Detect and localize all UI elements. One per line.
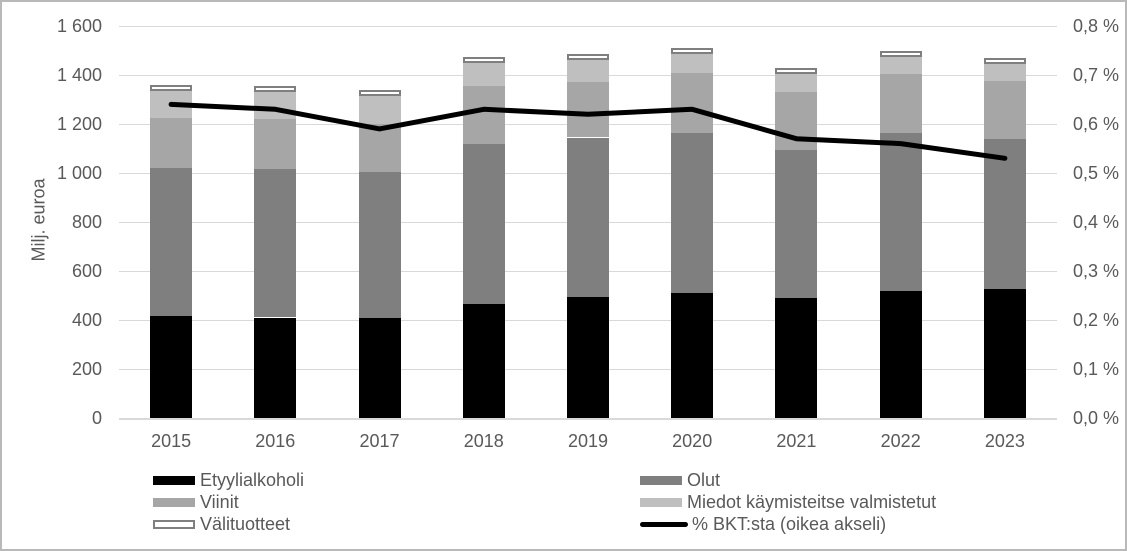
bar-segment-2017-v-lituotteet bbox=[358, 89, 401, 96]
bar-segment-2019-v-lituotteet bbox=[567, 54, 609, 61]
left-axis-tick: 600 bbox=[71, 261, 102, 281]
bar-segment-2022-viinit bbox=[879, 73, 922, 133]
gridline bbox=[119, 26, 1057, 27]
bar-segment-2018-viinit bbox=[462, 86, 505, 144]
bar-segment-2019-viinit bbox=[567, 82, 609, 138]
bar-segment-2016-olut bbox=[254, 169, 297, 318]
bar-segment-2017-miedot-k-ymisteitse-valmistetut bbox=[358, 95, 401, 124]
x-axis-label-2019: 2019 bbox=[567, 431, 608, 451]
right-axis-tick: 0,7 % bbox=[1073, 65, 1120, 85]
bar-segment-2018-miedot-k-ymisteitse-valmistetut bbox=[462, 62, 505, 87]
legend-label: % BKT:sta (oikea akseli) bbox=[692, 514, 887, 534]
left-axis-tick: 1 000 bbox=[56, 163, 102, 183]
left-axis-tick: 800 bbox=[71, 212, 102, 232]
bar-segment-2015-viinit bbox=[150, 117, 193, 169]
x-axis-label-2018: 2018 bbox=[463, 431, 504, 451]
bar-segment-2023-olut bbox=[983, 138, 1026, 290]
bar-segment-2021-v-lituotteet bbox=[775, 67, 818, 74]
bar-segment-2019-olut bbox=[567, 137, 609, 297]
legend-label: Olut bbox=[687, 470, 721, 490]
bar-segment-2017-olut bbox=[358, 171, 401, 318]
bar-segment-2020-etyylialkoholi bbox=[671, 293, 714, 418]
bar-segment-2016-miedot-k-ymisteitse-valmistetut bbox=[254, 92, 297, 120]
bar-segment-2022-olut bbox=[879, 132, 922, 291]
legend-swatch-miedot-k-ymisteitse-valmistetut bbox=[640, 498, 682, 507]
bar-segment-2019-miedot-k-ymisteitse-valmistetut bbox=[567, 60, 609, 83]
legend-label: Välituotteet bbox=[200, 514, 291, 534]
legend-swatch-etyylialkoholi bbox=[153, 476, 195, 485]
bar-segment-2021-miedot-k-ymisteitse-valmistetut bbox=[775, 73, 818, 93]
left-axis-tick: 400 bbox=[71, 310, 102, 330]
bar-segment-2015-olut bbox=[150, 168, 193, 317]
right-axis-tick: 0,3 % bbox=[1073, 261, 1120, 281]
bar-segment-2015-miedot-k-ymisteitse-valmistetut bbox=[150, 90, 193, 118]
bar-segment-2023-viinit bbox=[983, 81, 1026, 139]
bar-segment-2016-v-lituotteet bbox=[254, 86, 297, 93]
bar-segment-2023-v-lituotteet bbox=[983, 58, 1026, 64]
right-axis-tick: 0,2 % bbox=[1073, 310, 1120, 330]
right-axis-tick: 0,4 % bbox=[1073, 212, 1120, 232]
legend-swatch-olut bbox=[640, 476, 682, 485]
right-axis-tick: 0,1 % bbox=[1073, 359, 1120, 379]
x-axis-label-2023: 2023 bbox=[984, 431, 1025, 451]
right-axis-tick: 0,0 % bbox=[1073, 408, 1120, 428]
bar-segment-2023-etyylialkoholi bbox=[983, 289, 1026, 418]
bar-segment-2018-v-lituotteet bbox=[462, 56, 505, 63]
x-axis-label-2022: 2022 bbox=[880, 431, 921, 451]
bar-segment-2023-miedot-k-ymisteitse-valmistetut bbox=[983, 64, 1026, 82]
bar-segment-2021-viinit bbox=[775, 92, 818, 150]
legend-label: Viinit bbox=[200, 492, 239, 512]
legend-label: Miedot käymisteitse valmistetut bbox=[687, 492, 937, 512]
bar-segment-2015-v-lituotteet bbox=[150, 85, 193, 91]
legend-swatch-bkt-sta-oikea-akseli bbox=[640, 522, 688, 527]
bar-segment-2022-miedot-k-ymisteitse-valmistetut bbox=[879, 56, 922, 74]
x-axis-label-2020: 2020 bbox=[672, 431, 713, 451]
bar-segment-2017-viinit bbox=[358, 124, 401, 172]
left-axis-tick: 1 200 bbox=[56, 114, 102, 134]
bar-segment-2022-v-lituotteet bbox=[879, 50, 922, 57]
bar-segment-2021-olut bbox=[775, 149, 818, 298]
bar-segment-2018-olut bbox=[462, 143, 505, 305]
bar-segment-2020-miedot-k-ymisteitse-valmistetut bbox=[671, 54, 714, 73]
legend-label: Etyylialkoholi bbox=[200, 470, 305, 490]
bar-segment-2021-etyylialkoholi bbox=[775, 297, 818, 418]
x-axis-label-2021: 2021 bbox=[776, 431, 817, 451]
bar-segment-2020-viinit bbox=[671, 72, 714, 133]
left-axis-tick: 200 bbox=[71, 359, 102, 379]
x-axis-line bbox=[119, 418, 1057, 420]
bar-segment-2016-viinit bbox=[254, 119, 297, 170]
x-axis-label-2016: 2016 bbox=[255, 431, 296, 451]
bar-segment-2022-etyylialkoholi bbox=[879, 290, 922, 418]
bar-segment-2018-etyylialkoholi bbox=[462, 304, 505, 418]
x-axis-label-2017: 2017 bbox=[359, 431, 400, 451]
left-axis-tick: 1 400 bbox=[56, 65, 102, 85]
bar-segment-2019-etyylialkoholi bbox=[567, 296, 609, 418]
bar-segment-2017-etyylialkoholi bbox=[358, 317, 401, 418]
left-axis-tick: 1 600 bbox=[56, 16, 102, 36]
left-axis-tick: 0 bbox=[91, 408, 102, 428]
legend-swatch-v-lituotteet bbox=[153, 520, 195, 529]
bar-segment-2016-etyylialkoholi bbox=[254, 317, 297, 418]
legend-swatch-viinit bbox=[153, 498, 195, 507]
right-axis-tick: 0,8 % bbox=[1073, 16, 1120, 36]
bar-segment-2020-olut bbox=[671, 132, 714, 294]
x-axis-label-2015: 2015 bbox=[151, 431, 192, 451]
bar-segment-2020-v-lituotteet bbox=[671, 48, 714, 55]
right-axis-tick: 0,6 % bbox=[1073, 114, 1120, 134]
bar-segment-2015-etyylialkoholi bbox=[150, 316, 193, 418]
right-axis-tick: 0,5 % bbox=[1073, 163, 1120, 183]
